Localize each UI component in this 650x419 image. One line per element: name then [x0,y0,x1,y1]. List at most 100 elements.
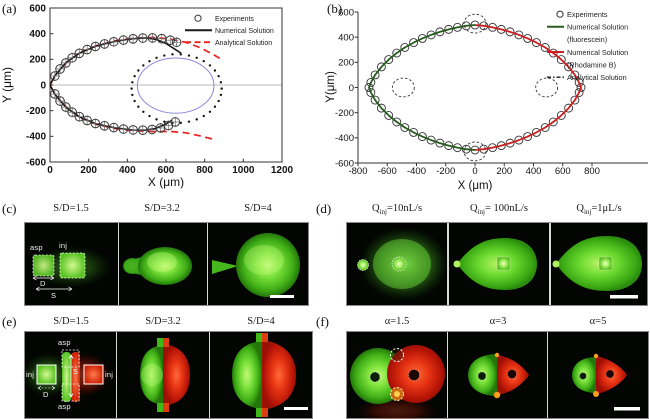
d-image-1 [347,223,447,305]
svg-text:0: 0 [40,80,46,91]
svg-text:Numerical Solution: Numerical Solution [567,48,628,57]
e-d-label: D [43,390,49,399]
f-image-3 [548,332,648,418]
svg-text:Experiments: Experiments [215,16,254,23]
svg-text:Y (μm): Y (μm) [0,67,14,103]
panel-f-strip [346,331,649,419]
svg-text:-400: -400 [407,166,426,177]
svg-text:-600: -600 [335,158,354,169]
f-label-3: α=5 [589,316,607,327]
e-label-3: S/D=4 [247,316,275,327]
panel-c-strip [24,222,309,306]
svg-text:-400: -400 [335,133,354,144]
svg-text:600: 600 [29,3,46,14]
d-label-3: Qinj=1μL/s [576,203,622,217]
f-image-2 [448,332,547,418]
svg-text:(fluorescein): (fluorescein) [567,35,607,44]
svg-text:800: 800 [196,165,213,176]
svg-text:0: 0 [349,83,354,94]
svg-text:200: 200 [29,55,46,66]
svg-text:-400: -400 [26,132,46,143]
c-label-3: S/D=4 [244,203,272,214]
series-droplet-boundary-dotted [130,53,223,125]
legend-a: Experiments Numerical Solution Analytical … [185,14,274,47]
svg-text:600: 600 [338,7,354,18]
svg-text:X (μm): X (μm) [458,180,493,192]
series-analytical-upper [49,36,224,86]
series-analytical [368,24,582,151]
e-label-2: S/D=3.2 [145,316,181,327]
svg-text:-600: -600 [378,166,397,177]
panel-a-chart: 0 200 400 600 800 1000 1200 600 400 200 0 -200 -400 -… [0,3,294,189]
c-s-label: S [51,291,57,300]
svg-text:1200: 1200 [271,165,294,176]
f-label-2: α=3 [489,316,507,327]
panel-b-chart: -800 -600 -400 -200 0 200 400 600 8006004002000-… [325,7,648,192]
f-label-1: α=1.5 [384,316,410,327]
c-asp-label: asp [30,243,43,252]
svg-text:-200: -200 [26,106,46,117]
svg-text:Y(μm): Y(μm) [325,71,337,103]
panel-e-tag: (e) [2,314,17,329]
svg-text:400: 400 [338,33,354,44]
e-inj-right-label: inj [105,370,114,379]
legend-b: Experiments Numerical Solution (fluorescei… [547,10,628,82]
svg-text:Analytical Solution: Analytical Solution [215,40,272,47]
e-asp-bottom-label: asp [58,402,71,411]
svg-text:(Rhodamine B): (Rhodamine B) [567,60,616,69]
c-inj-label: inj [59,241,68,250]
svg-text:400: 400 [119,165,136,176]
svg-text:Analytical Solution: Analytical Solution [567,73,627,82]
svg-text:400: 400 [29,29,46,40]
e-asp-top-label: asp [58,338,71,347]
svg-text:400: 400 [526,166,542,177]
svg-text:-200: -200 [436,166,455,177]
e-label-1: S/D=1.5 [53,316,89,327]
c-label-1: S/D=1.5 [53,203,89,214]
e-image-3 [210,332,312,418]
svg-text:0: 0 [47,165,53,176]
c-label-2: S/D=3.2 [144,203,180,214]
panel-a-tag: (a) [2,1,17,16]
svg-text:600: 600 [555,166,571,177]
e-s-label: S [73,367,79,376]
d-label-1: Qinj=10nL/s [371,203,423,217]
panel-c-tag: (c) [2,201,17,216]
panel-f-tag: (f) [316,314,329,329]
panel-b-tag: (b) [327,1,343,16]
svg-text:-200: -200 [335,108,354,119]
svg-text:200: 200 [496,166,512,177]
c-image-3 [208,223,308,305]
d-image-2 [449,223,549,305]
svg-text:Numerical Solution: Numerical Solution [567,23,628,32]
plot-a: 0 200 400 600 800 1000 1200 600 400 200 0 -200 -400 -… [0,3,294,189]
c-image-2 [119,223,207,305]
svg-text:200: 200 [80,165,97,176]
series-experiments-upper [49,32,182,82]
e-image-2 [117,332,209,418]
series-numerical-lower [49,84,173,131]
panel-d-strip [346,222,648,306]
svg-text:-600: -600 [26,157,46,168]
panel-d-tag: (d) [316,201,332,216]
f-image-1 [347,332,447,418]
svg-text:Numerical Solution: Numerical Solution [215,28,274,35]
c-d-label: D [40,279,46,288]
series-numerical-fluorescein [368,24,476,151]
d-label-2: Qinj= 100nL/s [470,203,528,217]
svg-text:Experiments: Experiments [567,10,608,19]
series-droplet-ellipse [136,57,215,114]
series-experiments [364,20,586,155]
svg-text:1000: 1000 [232,165,255,176]
svg-text:-800: -800 [348,166,367,177]
series-numerical-rhodamine [474,24,582,151]
svg-text:X (μm): X (μm) [148,175,184,189]
plot-b: -800 -600 -400 -200 0 200 400 600 8006004002000-… [325,7,648,192]
svg-text:0: 0 [472,166,477,177]
series-experiments-lower [49,88,181,136]
svg-text:800: 800 [584,166,600,177]
series-aspiration-probes [391,13,559,162]
c-image-1 [25,223,118,305]
svg-text:600: 600 [158,165,175,176]
